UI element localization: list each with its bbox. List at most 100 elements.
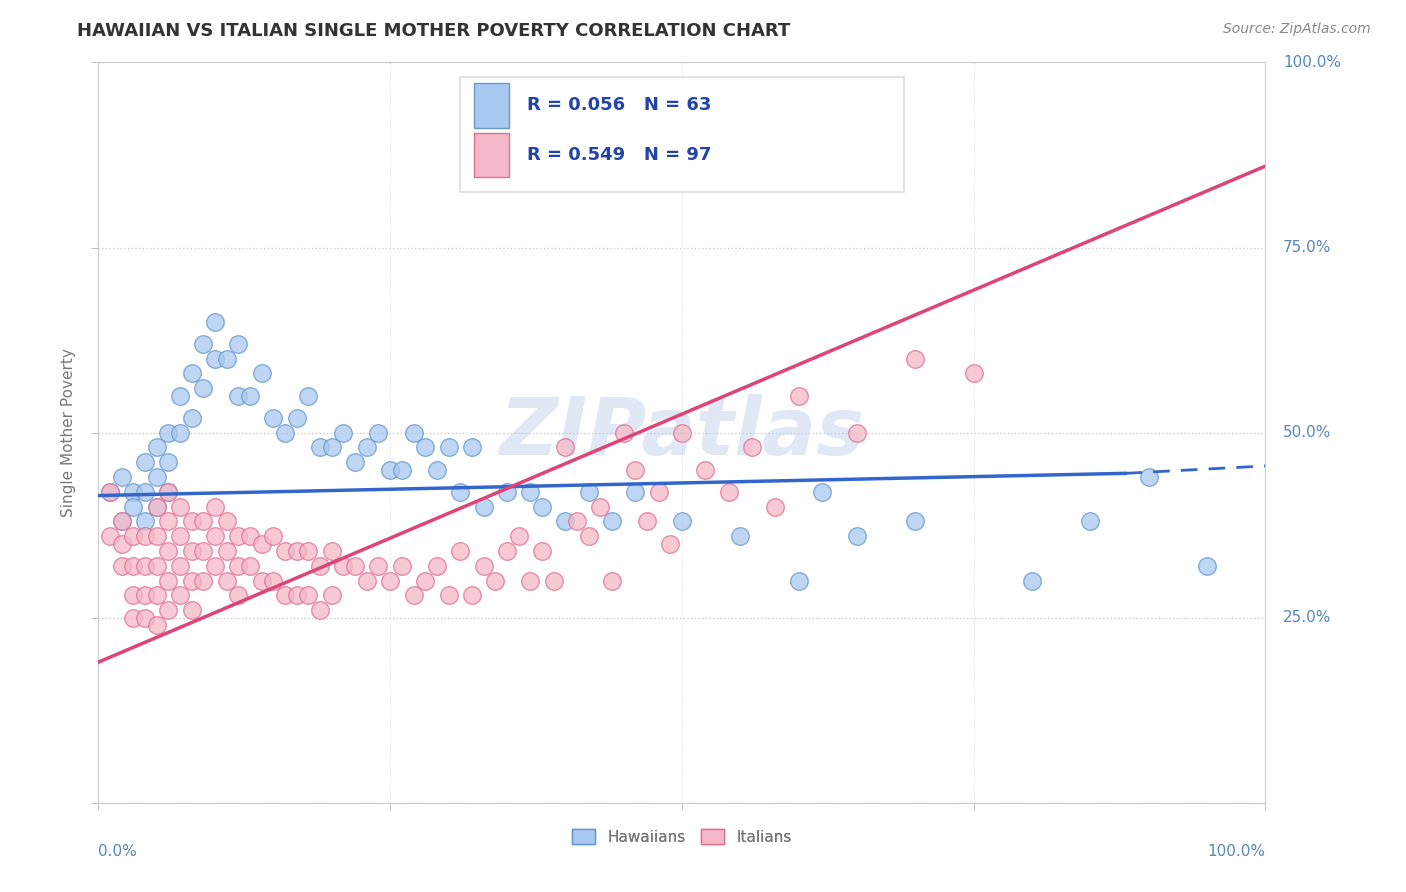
Point	[426, 558, 449, 573]
Point	[391, 462, 413, 476]
Point	[215, 515, 238, 529]
Point	[146, 589, 169, 603]
Point	[367, 425, 389, 440]
Point	[193, 515, 215, 529]
Point	[297, 388, 319, 402]
Point	[508, 529, 530, 543]
Point	[472, 558, 495, 573]
Point	[461, 589, 484, 603]
Point	[146, 558, 169, 573]
Point	[1195, 558, 1218, 573]
Text: 0.0%: 0.0%	[98, 845, 138, 860]
Point	[122, 558, 145, 573]
Point	[134, 589, 156, 603]
Point	[193, 336, 215, 351]
FancyBboxPatch shape	[474, 133, 509, 178]
Point	[169, 500, 191, 514]
Point	[309, 603, 332, 617]
Point	[332, 558, 354, 573]
Text: Source: ZipAtlas.com: Source: ZipAtlas.com	[1223, 22, 1371, 37]
Point	[122, 500, 145, 514]
Point	[846, 529, 869, 543]
Point	[157, 574, 180, 588]
Point	[543, 574, 565, 588]
Point	[741, 441, 763, 455]
Point	[402, 425, 425, 440]
Point	[204, 500, 226, 514]
Point	[647, 484, 669, 499]
Point	[519, 574, 541, 588]
Point	[204, 558, 226, 573]
Point	[309, 441, 332, 455]
Point	[122, 589, 145, 603]
Point	[146, 500, 169, 514]
Point	[636, 515, 658, 529]
Point	[157, 484, 180, 499]
Point	[624, 462, 647, 476]
Point	[239, 529, 262, 543]
Point	[285, 544, 308, 558]
Point	[262, 529, 284, 543]
Point	[250, 367, 273, 381]
Point	[239, 388, 262, 402]
Point	[332, 425, 354, 440]
Point	[285, 410, 308, 425]
Point	[437, 441, 460, 455]
Point	[413, 441, 436, 455]
Point	[250, 574, 273, 588]
Point	[811, 484, 834, 499]
Point	[193, 544, 215, 558]
Point	[367, 558, 389, 573]
Legend: Hawaiians, Italians: Hawaiians, Italians	[567, 822, 797, 851]
Point	[554, 515, 576, 529]
Point	[1137, 470, 1160, 484]
Point	[578, 484, 600, 499]
Text: 25.0%: 25.0%	[1282, 610, 1331, 625]
Point	[134, 558, 156, 573]
Text: HAWAIIAN VS ITALIAN SINGLE MOTHER POVERTY CORRELATION CHART: HAWAIIAN VS ITALIAN SINGLE MOTHER POVERT…	[77, 22, 790, 40]
Text: ZIPatlas: ZIPatlas	[499, 393, 865, 472]
Point	[496, 484, 519, 499]
Point	[321, 441, 343, 455]
Text: 75.0%: 75.0%	[1282, 240, 1331, 255]
Point	[180, 367, 202, 381]
Point	[600, 574, 623, 588]
Point	[180, 544, 202, 558]
Point	[402, 589, 425, 603]
Point	[309, 558, 332, 573]
Point	[215, 351, 238, 366]
Point	[157, 455, 180, 469]
Point	[624, 484, 647, 499]
Point	[1021, 574, 1043, 588]
Point	[111, 536, 134, 550]
Point	[111, 515, 134, 529]
Point	[578, 529, 600, 543]
Point	[111, 558, 134, 573]
Y-axis label: Single Mother Poverty: Single Mother Poverty	[60, 348, 76, 517]
Point	[262, 574, 284, 588]
Point	[962, 367, 984, 381]
Point	[111, 470, 134, 484]
Point	[98, 484, 121, 499]
Point	[321, 589, 343, 603]
Point	[215, 544, 238, 558]
Point	[391, 558, 413, 573]
Point	[1080, 515, 1102, 529]
Text: 100.0%: 100.0%	[1282, 55, 1341, 70]
Point	[449, 484, 471, 499]
Point	[180, 603, 202, 617]
Point	[204, 314, 226, 328]
Point	[180, 574, 202, 588]
Point	[134, 484, 156, 499]
Point	[356, 441, 378, 455]
Text: R = 0.549   N = 97: R = 0.549 N = 97	[527, 146, 711, 164]
Text: 50.0%: 50.0%	[1282, 425, 1331, 440]
Point	[472, 500, 495, 514]
Point	[787, 388, 810, 402]
Point	[111, 515, 134, 529]
FancyBboxPatch shape	[474, 83, 509, 128]
Point	[157, 484, 180, 499]
Point	[413, 574, 436, 588]
Point	[169, 529, 191, 543]
Point	[274, 544, 297, 558]
